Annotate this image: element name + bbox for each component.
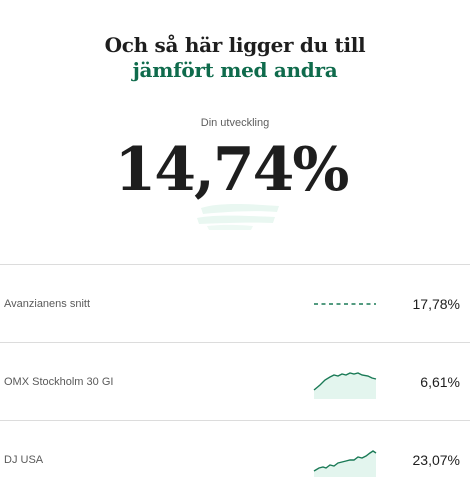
sparkline-chart-icon [313, 450, 377, 477]
performance-value: 14,74% [114, 135, 350, 205]
performance-label: Din utveckling [200, 117, 270, 129]
comparison-value: 23,07% [412, 452, 460, 468]
comparison-row[interactable]: Avanzianens snitt 17,78% [0, 264, 470, 342]
comparison-value: 17,78% [412, 296, 460, 312]
comparison-name: Avanzianens snitt [4, 298, 91, 310]
heading-line-1: Och så här ligger du till [104, 33, 366, 57]
comparison-row[interactable]: DJ USA 23,07% [0, 420, 470, 498]
brush-stroke-decoration [197, 204, 279, 230]
comparison-value: 6,61% [420, 374, 460, 390]
comparison-row[interactable]: OMX Stockholm 30 GI 6,61% [0, 342, 470, 420]
heading-line-2: jämfört med andra [132, 58, 338, 82]
sparkline-chart-icon [313, 372, 377, 399]
comparison-heading: Och så här ligger du till jämfört med an… [0, 33, 470, 83]
comparison-name: OMX Stockholm 30 GI [4, 376, 114, 388]
dashed-sparkline-icon [314, 303, 376, 305]
comparison-name: DJ USA [4, 454, 44, 466]
